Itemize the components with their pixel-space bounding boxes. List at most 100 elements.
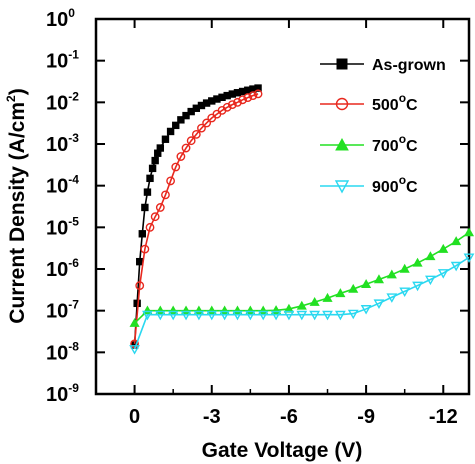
y-tick-exponent: 0 (68, 6, 75, 20)
data-point (243, 93, 253, 102)
data-point (182, 111, 190, 120)
data-point (463, 227, 475, 237)
data-point (202, 118, 212, 128)
data-point (219, 310, 231, 321)
data-point (270, 310, 282, 321)
legend-degree-900c: o (399, 173, 406, 187)
legend-marker (335, 97, 349, 111)
data-point (161, 190, 170, 200)
legend-entry-900c: 900oC (320, 173, 418, 196)
data-point (348, 283, 359, 293)
data-point (222, 102, 232, 112)
legend-unit-700c: C (406, 138, 418, 155)
data-point (176, 152, 186, 161)
data-point (172, 121, 180, 130)
legend-text-as-grown: As-grown (372, 57, 446, 74)
data-point (177, 116, 185, 124)
data-point (322, 292, 333, 302)
y-tick-exponent: -7 (68, 298, 79, 312)
data-point (322, 310, 333, 321)
data-point (129, 345, 140, 355)
data-point (296, 310, 308, 321)
data-point (253, 89, 263, 99)
data-point (155, 203, 165, 212)
legend-entry-500c: 500oC (320, 91, 418, 114)
legend-text-900c: 900 (372, 179, 399, 196)
data-point (386, 293, 398, 303)
y-axis-title: Current Density (A/cm2) (4, 88, 29, 323)
data-point (186, 136, 196, 146)
data-point (140, 244, 150, 254)
data-point (142, 310, 153, 321)
y-tick-exponent: -1 (68, 48, 79, 62)
y-tick-base: 10 (46, 92, 68, 114)
y-tick-base: 10 (46, 51, 68, 73)
data-point (156, 144, 165, 152)
y-axis-title-main: Current Density (A/cm (6, 102, 29, 324)
legend: As-grown 500oC 700oC 900oC (320, 57, 446, 196)
data-point (135, 281, 145, 290)
series-line (133, 256, 470, 350)
series-layer (129, 84, 475, 355)
x-tick-label: -3 (203, 406, 221, 428)
y-tick-label: 10-3 (46, 131, 79, 156)
data-point (296, 300, 307, 310)
y-tick-base: 10 (46, 384, 68, 406)
plot-area (94, 17, 475, 396)
data-point (167, 310, 179, 321)
y-tick-exponent: -3 (68, 131, 79, 145)
legend-sample-900c (320, 180, 364, 194)
legend-unit-900c: C (406, 179, 418, 196)
legend-label-as-grown: As-grown (372, 57, 446, 74)
data-point (138, 230, 147, 238)
x-axis-title: Gate Voltage (V) (202, 439, 363, 462)
data-point (181, 143, 191, 153)
data-point (438, 243, 449, 253)
legend-label-900c: 900oC (372, 173, 418, 196)
data-point (197, 123, 206, 133)
y-axis-title-sup: 2 (4, 95, 18, 102)
data-point (141, 203, 149, 212)
legend-marker (334, 180, 350, 194)
tick-marks (96, 18, 469, 395)
series-as-grown (130, 84, 262, 349)
y-tick-exponent: -6 (68, 256, 79, 270)
data-point (146, 174, 154, 183)
data-point (148, 164, 157, 173)
data-point (227, 100, 237, 110)
x-tick-label: -6 (280, 406, 298, 428)
data-point (166, 176, 176, 186)
series-line (133, 93, 259, 344)
data-point (386, 269, 397, 279)
data-point (463, 253, 475, 264)
data-point (399, 263, 410, 273)
data-point (193, 310, 205, 321)
y-tick-label: 10-4 (46, 173, 79, 198)
y-tick-exponent: -9 (68, 381, 79, 395)
series-900-c (129, 253, 475, 355)
y-tick-label: 10-8 (46, 339, 79, 364)
y-tick-exponent: -4 (68, 173, 79, 187)
data-point (450, 261, 462, 272)
data-point (437, 269, 449, 279)
data-point (129, 317, 140, 327)
series-line (133, 87, 259, 346)
data-point (238, 95, 248, 105)
data-point (399, 287, 411, 298)
y-tick-base: 10 (46, 9, 68, 31)
legend-sample-500c (320, 97, 364, 111)
data-point (425, 251, 436, 261)
y-axis-title-tail: ) (6, 88, 29, 95)
data-point (166, 127, 175, 136)
y-tick-base: 10 (46, 259, 68, 281)
y-tick-label: 10-6 (46, 256, 79, 281)
data-point (451, 236, 462, 246)
y-tick-base: 10 (46, 217, 68, 239)
data-point (360, 305, 372, 315)
y-tick-exponent: -5 (68, 214, 79, 228)
data-point (257, 310, 269, 321)
series-500-c (130, 89, 263, 349)
data-point (180, 310, 192, 321)
legend-label-500c: 500oC (372, 91, 418, 114)
data-point (334, 310, 346, 321)
